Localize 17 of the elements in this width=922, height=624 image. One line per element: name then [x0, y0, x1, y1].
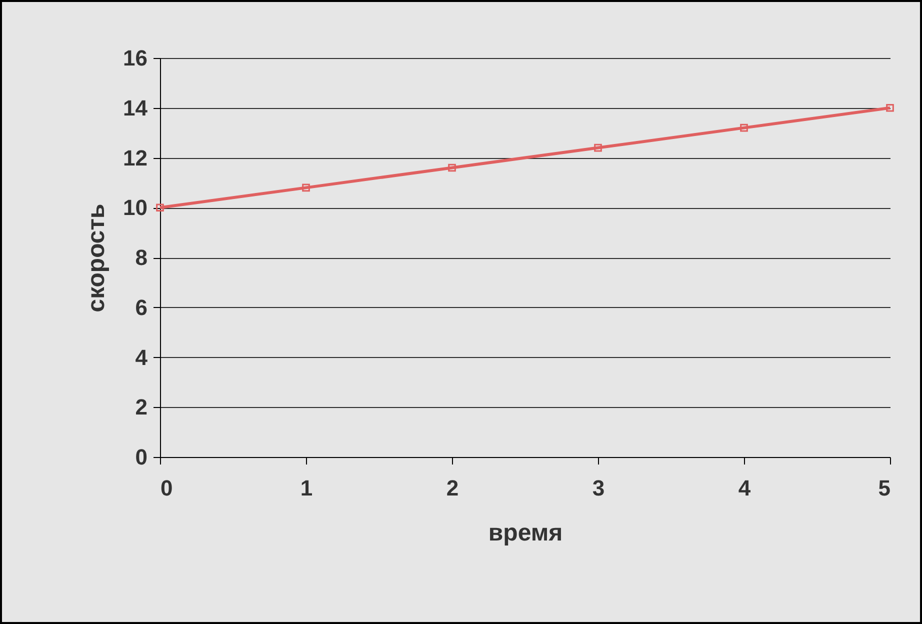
y-tick-label: 14 — [123, 95, 148, 120]
y-tick-label: 8 — [135, 245, 148, 270]
y-axis-title: скорость — [83, 204, 110, 312]
y-tick-label: 0 — [135, 444, 148, 470]
x-tick-label: 2 — [446, 476, 459, 500]
y-tick-label: 2 — [135, 394, 148, 420]
y-tick-label: 12 — [123, 145, 148, 170]
x-tick-label: 0 — [160, 476, 173, 500]
x-axis-title: время — [488, 520, 563, 546]
x-tick-label: 4 — [738, 476, 752, 500]
y-tick-label: 4 — [135, 344, 148, 370]
y-tick-label: 16 — [123, 46, 148, 70]
y-tick-label: 6 — [135, 294, 148, 320]
x-tick-label: 3 — [592, 476, 605, 500]
x-tick-label: 1 — [300, 476, 313, 500]
y-tick-label: 10 — [123, 195, 148, 220]
x-tick-label: 5 — [878, 476, 890, 500]
